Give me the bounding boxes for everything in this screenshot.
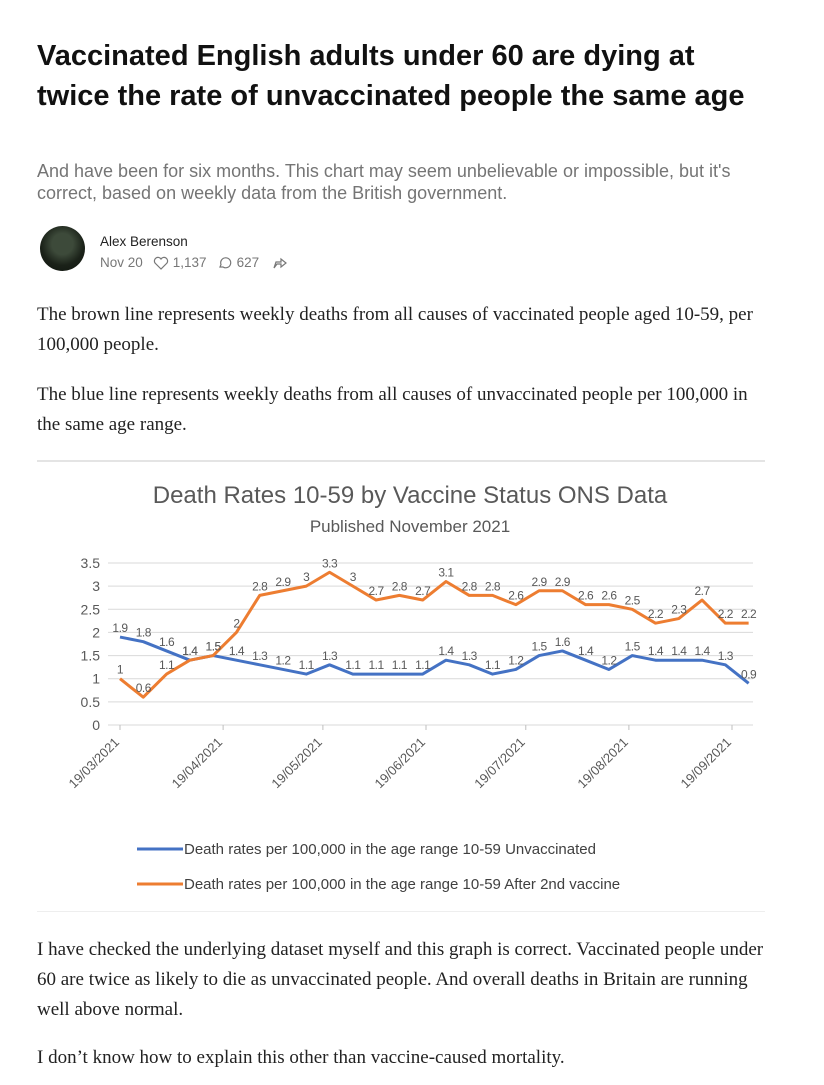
data-label: 2.6 bbox=[578, 589, 594, 603]
x-tick-label: 19/09/2021 bbox=[677, 735, 734, 792]
y-tick-label: 0.5 bbox=[81, 694, 101, 710]
series-line bbox=[119, 635, 750, 685]
y-tick-label: 2.5 bbox=[81, 601, 101, 617]
like-icon[interactable] bbox=[153, 256, 169, 270]
y-tick-label: 0 bbox=[92, 717, 100, 733]
data-label: 2.2 bbox=[648, 607, 664, 621]
comment-count: 627 bbox=[236, 255, 260, 270]
data-label: 1.2 bbox=[601, 653, 617, 667]
chart-title: Death Rates 10-59 by Vaccine Status ONS … bbox=[153, 482, 668, 509]
data-label: 1.4 bbox=[694, 644, 710, 658]
data-label: 2.7 bbox=[694, 584, 710, 598]
author-name[interactable]: Alex Berenson bbox=[100, 234, 188, 249]
series-line bbox=[119, 570, 749, 699]
data-label: 1.2 bbox=[275, 653, 291, 667]
data-label: 1.5 bbox=[625, 640, 641, 654]
data-label: 2.2 bbox=[718, 607, 734, 621]
post-date: Nov 20 bbox=[100, 255, 143, 270]
chart: Death Rates 10-59 by Vaccine Status ONS … bbox=[65, 482, 757, 893]
data-label: 3.3 bbox=[322, 556, 338, 570]
like-count: 1,137 bbox=[172, 255, 207, 270]
data-label: 2.9 bbox=[531, 575, 547, 589]
data-label: 1.1 bbox=[415, 658, 431, 672]
paragraph: I don’t know how to explain this other t… bbox=[37, 1047, 565, 1068]
data-label: 1 bbox=[117, 663, 124, 677]
data-label: 1.9 bbox=[112, 621, 128, 635]
data-label: 1.4 bbox=[671, 644, 687, 658]
y-tick-label: 3 bbox=[92, 578, 100, 594]
data-label: 1.8 bbox=[136, 626, 152, 640]
data-label: 2.8 bbox=[462, 579, 478, 593]
data-label: 2 bbox=[233, 616, 240, 630]
data-label: 1.4 bbox=[182, 644, 198, 658]
legend-label: Death rates per 100,000 in the age range… bbox=[184, 876, 620, 893]
data-label: 0.6 bbox=[136, 681, 152, 695]
post-meta: Nov 20 1,137 627 bbox=[100, 255, 289, 270]
paragraph: I have checked the underlying dataset my… bbox=[37, 939, 764, 1020]
x-tick-label: 19/05/2021 bbox=[268, 735, 325, 792]
author-avatar[interactable] bbox=[40, 226, 85, 271]
data-label: 2.8 bbox=[392, 579, 408, 593]
y-tick-label: 1.5 bbox=[81, 648, 101, 664]
data-label: 1.3 bbox=[252, 649, 268, 663]
data-label: 2.9 bbox=[555, 575, 571, 589]
data-label: 1.2 bbox=[508, 653, 524, 667]
data-label: 2.3 bbox=[671, 603, 687, 617]
comment-icon[interactable] bbox=[217, 256, 233, 270]
x-tick-label: 19/04/2021 bbox=[169, 735, 226, 792]
data-label: 1.4 bbox=[229, 644, 245, 658]
data-label: 3 bbox=[350, 570, 357, 584]
paragraph: The blue line represents weekly deaths f… bbox=[37, 384, 748, 435]
data-label: 1.4 bbox=[438, 644, 454, 658]
data-label: 2.6 bbox=[601, 589, 617, 603]
data-label: 2.7 bbox=[415, 584, 431, 598]
data-label: 3.1 bbox=[438, 566, 454, 580]
data-label: 3 bbox=[303, 570, 310, 584]
data-label: 1.1 bbox=[485, 658, 501, 672]
data-label: 1.1 bbox=[345, 658, 361, 672]
data-label: 1.1 bbox=[392, 658, 408, 672]
data-label: 2.2 bbox=[741, 607, 757, 621]
data-label: 1.4 bbox=[648, 644, 664, 658]
data-label: 1.6 bbox=[159, 635, 175, 649]
data-label: 2.9 bbox=[275, 575, 291, 589]
data-label: 1.1 bbox=[159, 658, 175, 672]
data-label: 0.9 bbox=[741, 667, 757, 681]
legend-label: Death rates per 100,000 in the age range… bbox=[184, 841, 596, 858]
chart-subtitle: Published November 2021 bbox=[310, 517, 510, 536]
data-label: 1.5 bbox=[531, 640, 547, 654]
data-label: 2.7 bbox=[369, 584, 385, 598]
x-tick-label: 19/08/2021 bbox=[574, 735, 631, 792]
data-label: 1.6 bbox=[555, 635, 571, 649]
y-tick-label: 1 bbox=[92, 671, 100, 687]
chart-image: Death Rates 10-59 by Vaccine Status ONS … bbox=[37, 460, 765, 912]
data-label: 1.3 bbox=[322, 649, 338, 663]
data-label: 2.8 bbox=[252, 579, 268, 593]
data-label: 1.5 bbox=[206, 640, 222, 654]
article-title: Vaccinated English adults under 60 are d… bbox=[37, 40, 745, 112]
y-tick-label: 2 bbox=[92, 624, 100, 640]
article-subtitle: And have been for six months. This chart… bbox=[37, 161, 731, 203]
paragraph: The brown line represents weekly deaths … bbox=[37, 304, 753, 355]
data-label: 2.6 bbox=[508, 589, 524, 603]
data-label: 2.8 bbox=[485, 579, 501, 593]
y-tick-label: 3.5 bbox=[81, 555, 101, 571]
data-label: 1.4 bbox=[578, 644, 594, 658]
x-tick-label: 19/07/2021 bbox=[471, 735, 528, 792]
data-label: 2.5 bbox=[625, 593, 641, 607]
share-icon[interactable] bbox=[271, 256, 289, 270]
data-label: 1.1 bbox=[299, 658, 315, 672]
x-tick-label: 19/06/2021 bbox=[371, 735, 428, 792]
data-label: 1.3 bbox=[462, 649, 478, 663]
data-label: 1.3 bbox=[718, 649, 734, 663]
x-tick-label: 19/03/2021 bbox=[65, 735, 122, 792]
data-label: 1.4 bbox=[182, 644, 198, 658]
data-label: 1.1 bbox=[369, 658, 385, 672]
